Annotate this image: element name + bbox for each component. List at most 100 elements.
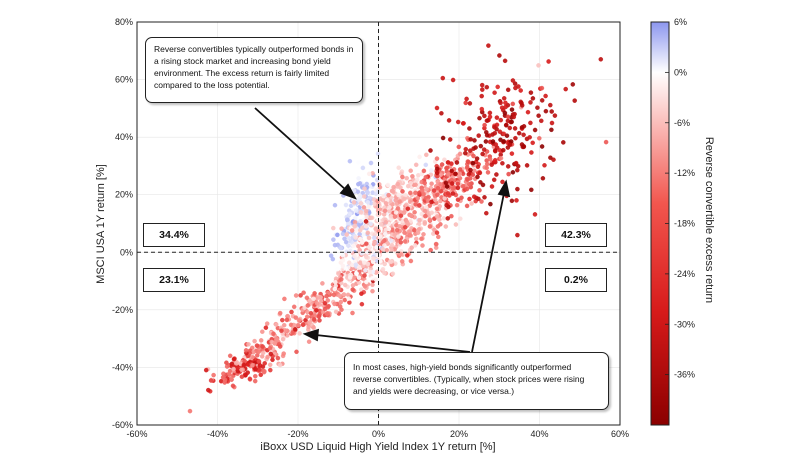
x-axis-label: iBoxx USD Liquid High Yield Index 1Y ret… [260, 441, 495, 453]
scatter-point [427, 203, 433, 208]
scatter-point [415, 230, 421, 236]
scatter-point [505, 87, 511, 93]
scatter-point [408, 258, 414, 264]
scatter-point [542, 163, 547, 168]
scatter-point [262, 369, 267, 374]
scatter-point [422, 208, 428, 214]
scatter-point [444, 202, 449, 208]
scatter-point [515, 232, 520, 238]
scatter-point [362, 273, 367, 278]
scatter-point [539, 98, 545, 103]
scatter-point [267, 362, 273, 368]
scatter-point [421, 232, 426, 237]
scatter-point [398, 240, 404, 245]
scatter-point [475, 164, 481, 170]
scatter-point [503, 123, 509, 128]
scatter-point [497, 53, 502, 58]
scatter-point [252, 338, 257, 344]
scatter-point [234, 361, 239, 366]
scatter-point [527, 135, 532, 140]
scatter-point [231, 366, 236, 372]
scatter-point [419, 171, 425, 177]
scatter-point [252, 378, 258, 384]
scatter-point [475, 174, 480, 180]
scatter-point [333, 279, 338, 285]
scatter-point [250, 354, 255, 360]
scatter-point [539, 144, 545, 149]
scatter-point [247, 376, 253, 382]
scatter-point [504, 133, 510, 138]
scatter-point [537, 136, 542, 141]
scatter-point [505, 114, 511, 119]
scatter-point [417, 217, 422, 223]
scatter-point [362, 186, 367, 191]
scatter-point [459, 195, 464, 200]
scatter-point [429, 181, 434, 186]
scatter-point [394, 227, 400, 233]
scatter-point [351, 243, 356, 249]
scatter-point [280, 317, 285, 323]
scatter-point [336, 271, 341, 276]
scatter-point [342, 236, 347, 242]
scatter-point [423, 174, 429, 180]
annotation-reverse-convertibles: Reverse convertibles typically outperfor… [145, 37, 363, 103]
scatter-point [291, 304, 297, 310]
scatter-point [372, 240, 377, 245]
scatter-point [440, 75, 446, 81]
scatter-point [301, 290, 306, 295]
scatter-point [331, 292, 337, 298]
scatter-point [340, 231, 346, 237]
scatter-point [398, 185, 403, 190]
scatter-point [399, 259, 405, 264]
x-tick-label: -20% [287, 429, 308, 439]
scatter-point [487, 110, 493, 116]
scatter-point [528, 100, 533, 105]
scatter-point [479, 106, 485, 112]
scatter-point [338, 299, 344, 305]
scatter-point [256, 359, 262, 364]
scatter-point [373, 226, 378, 232]
quadrant-bottom-right-share: 0.2% [545, 268, 607, 292]
scatter-point [386, 192, 391, 198]
scatter-point [304, 314, 310, 320]
scatter-point [359, 301, 365, 307]
scatter-point [423, 162, 429, 168]
scatter-point [332, 202, 338, 208]
colorbar-tick-label: 0% [674, 67, 687, 77]
scatter-point [481, 147, 487, 152]
scatter-point [437, 217, 442, 222]
scatter-point [424, 152, 429, 158]
scatter-point [301, 322, 306, 327]
scatter-point [415, 195, 421, 201]
scatter-point [476, 133, 481, 138]
scatter-point [389, 247, 394, 253]
scatter-point [380, 266, 386, 272]
scatter-point [493, 142, 499, 147]
scatter-point [258, 372, 264, 378]
scatter-point [354, 271, 359, 276]
scatter-point [454, 160, 460, 165]
scatter-point [489, 162, 494, 167]
y-tick-label: 80% [115, 17, 133, 27]
scatter-point [513, 160, 519, 166]
scatter-point [370, 282, 375, 288]
scatter-point [463, 146, 469, 152]
scatter-point [467, 101, 473, 106]
scatter-point [471, 153, 476, 159]
scatter-point [368, 215, 374, 221]
scatter-point [208, 378, 214, 383]
scatter-point [540, 176, 546, 181]
y-tick-label: -60% [112, 420, 133, 430]
scatter-point [400, 174, 405, 180]
scatter-point [470, 172, 476, 177]
y-tick-label: 20% [115, 190, 133, 200]
scatter-point [539, 85, 545, 91]
scatter-point [492, 90, 497, 95]
scatter-point [445, 160, 451, 165]
scatter-point [521, 124, 527, 129]
scatter-point [405, 221, 411, 227]
scatter-point [484, 210, 489, 216]
colorbar-tick-label: 6% [674, 17, 687, 27]
quadrant-top-left-share: 34.4% [143, 223, 205, 247]
scatter-point [345, 292, 351, 298]
